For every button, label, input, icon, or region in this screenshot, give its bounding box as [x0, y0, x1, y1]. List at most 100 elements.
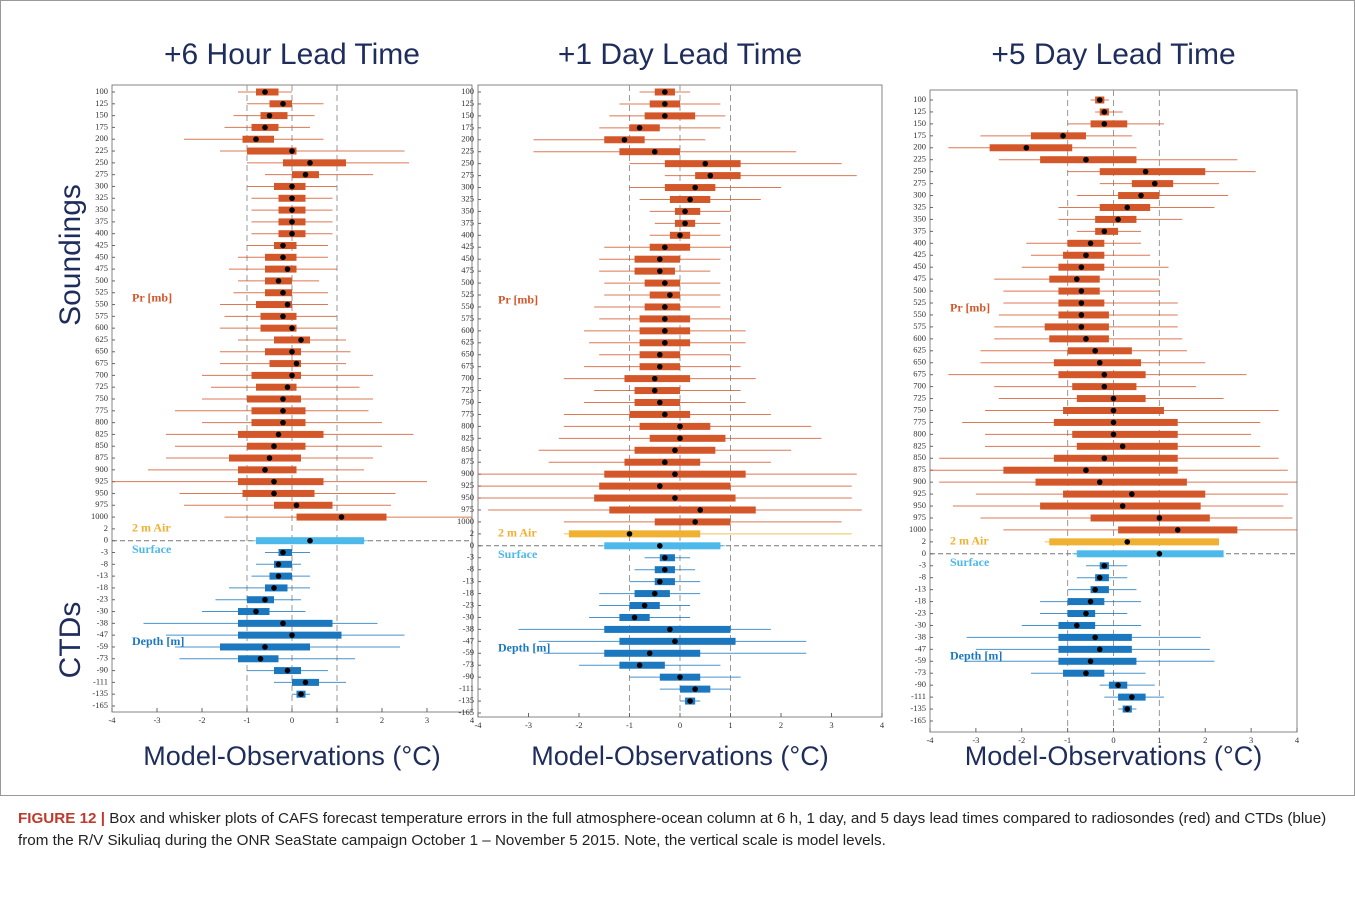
- panel-title: +6 Hour Lead Time: [164, 38, 420, 71]
- y-tick-label: 150: [913, 118, 926, 128]
- median: [289, 207, 295, 213]
- y-tick-label: 775: [95, 405, 108, 415]
- x-tick-label: -4: [108, 715, 116, 725]
- y-tick-label: 0: [104, 535, 108, 545]
- box: [1072, 430, 1178, 438]
- y-tick-label: -30: [463, 611, 474, 621]
- median: [662, 101, 668, 107]
- y-tick-label: 400: [913, 237, 926, 247]
- x-tick-label: -1: [243, 715, 250, 725]
- y-tick-label: 825: [913, 440, 926, 450]
- y-tick-label: 100: [95, 86, 108, 96]
- box: [1076, 442, 1178, 450]
- box: [1090, 514, 1210, 522]
- box: [1067, 239, 1105, 247]
- median: [1110, 431, 1117, 438]
- y-tick-label: 675: [913, 369, 926, 379]
- median: [1124, 204, 1131, 211]
- y-tick-label: 650: [461, 349, 474, 359]
- box: [251, 371, 301, 379]
- median: [338, 514, 345, 520]
- y-tick-label: -13: [915, 584, 926, 594]
- y-tick-label: -3: [467, 552, 474, 562]
- y-tick-label: -165: [92, 700, 108, 710]
- y-tick-label: 150: [461, 110, 474, 120]
- median: [1129, 491, 1135, 497]
- median: [253, 608, 259, 615]
- median: [275, 278, 282, 284]
- figure: Soundings CTDs +6 Hour Lead Time Model-Ob…: [0, 0, 1355, 796]
- y-tick-label: 975: [913, 512, 926, 522]
- x-tick-label: -3: [153, 715, 160, 725]
- box: [989, 144, 1073, 152]
- box: [1099, 168, 1206, 176]
- median: [1074, 622, 1080, 629]
- median: [1023, 144, 1030, 151]
- median: [1119, 503, 1126, 509]
- median: [657, 483, 663, 489]
- series-label: Surface: [498, 547, 538, 561]
- box: [1067, 598, 1105, 606]
- median: [293, 502, 300, 509]
- x-tick-label: -2: [198, 715, 205, 725]
- median: [651, 148, 658, 155]
- median: [257, 655, 264, 662]
- x-axis-label: Model-Observations (°C): [531, 741, 828, 771]
- median: [284, 301, 291, 308]
- side-label: Soundings: [54, 184, 87, 326]
- median: [1115, 682, 1121, 688]
- y-tick-label: 775: [461, 408, 474, 418]
- y-tick-label: 175: [913, 130, 926, 140]
- box: [269, 360, 301, 368]
- y-tick-label: 150: [95, 110, 108, 120]
- y-tick-label: -30: [97, 605, 108, 615]
- box: [644, 112, 696, 120]
- median: [677, 435, 683, 442]
- y-tick-label: 725: [913, 393, 926, 403]
- median: [1101, 455, 1108, 462]
- box: [1067, 610, 1096, 618]
- y-tick-label: 500: [95, 275, 108, 285]
- median: [1101, 121, 1108, 127]
- median: [646, 650, 653, 657]
- y-tick-label: -23: [97, 594, 108, 604]
- box: [274, 560, 292, 568]
- y-tick-label: -13: [97, 570, 108, 580]
- x-tick-label: 0: [678, 720, 682, 730]
- median: [692, 519, 698, 525]
- median: [1096, 574, 1103, 581]
- box: [695, 172, 741, 180]
- x-tick-label: 2: [779, 720, 783, 730]
- x-tick-label: -3: [525, 720, 532, 730]
- box: [265, 265, 297, 273]
- median: [662, 244, 668, 251]
- y-tick-label: 2: [922, 536, 926, 546]
- series-label: Pr [mb]: [498, 293, 538, 307]
- y-tick-label: -111: [93, 676, 108, 686]
- y-tick-label: 950: [913, 500, 926, 510]
- x-tick-label: -4: [474, 720, 482, 730]
- median: [1060, 133, 1066, 139]
- y-tick-label: 575: [913, 321, 926, 331]
- median: [657, 543, 663, 549]
- median: [289, 230, 295, 237]
- median: [1092, 634, 1098, 641]
- box: [599, 482, 731, 490]
- median: [280, 101, 286, 107]
- y-tick-label: 2: [470, 528, 474, 538]
- median: [662, 566, 668, 573]
- y-tick-label: 300: [95, 180, 108, 190]
- box: [1003, 466, 1178, 474]
- median: [1142, 168, 1149, 175]
- median: [657, 351, 663, 358]
- box: [1090, 120, 1128, 128]
- box: [619, 148, 680, 156]
- median: [1174, 527, 1181, 533]
- y-tick-label: 850: [95, 440, 108, 450]
- y-tick-label: 1000: [91, 511, 108, 521]
- y-tick-label: -73: [463, 659, 474, 669]
- median: [1087, 598, 1094, 605]
- median: [636, 662, 643, 669]
- x-tick-label: -4: [926, 735, 934, 745]
